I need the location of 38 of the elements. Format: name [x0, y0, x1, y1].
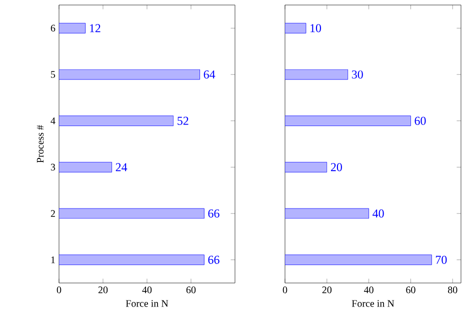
y-tick-label: 5 [51, 71, 56, 78]
data-label: 60 [414, 116, 426, 125]
data-label: 64 [204, 70, 216, 79]
x-tick-label: 20 [98, 286, 108, 294]
y-axis-title: Process # [36, 125, 44, 163]
data-label: 24 [116, 163, 128, 172]
data-label: 70 [436, 256, 447, 264]
x-axis-title: Force in N [352, 300, 394, 307]
y-tick-label: 2 [50, 210, 55, 217]
bar [285, 162, 328, 172]
x-tick-label: 40 [142, 286, 152, 294]
y-tick-label: 3 [50, 164, 56, 171]
data-label: 66 [208, 209, 220, 218]
data-label: 12 [90, 24, 100, 32]
y-tick-label: 1 [51, 256, 55, 264]
y-tick-label: 6 [50, 24, 56, 32]
y-tick-label: 4 [50, 118, 56, 124]
data-label: 30 [352, 70, 363, 79]
bar [59, 69, 200, 80]
bar [285, 69, 348, 80]
x-tick-label: 20 [322, 286, 332, 294]
data-label: 10 [310, 24, 322, 32]
data-label: 66 [208, 256, 220, 264]
data-label: 40 [372, 209, 384, 218]
bar [59, 162, 112, 172]
x-tick-label: 60 [186, 286, 196, 294]
bar [59, 116, 174, 126]
x-tick-label: 0 [56, 286, 62, 294]
bar [285, 116, 411, 126]
data-label: 52 [178, 116, 188, 125]
bar [59, 208, 204, 219]
x-tick-label: 80 [448, 286, 458, 294]
x-axis-title: Force in N [126, 300, 168, 307]
x-tick-label: 60 [406, 286, 416, 294]
data-label: 20 [330, 163, 342, 172]
x-tick-label: 0 [282, 286, 288, 294]
bar [285, 208, 370, 219]
x-tick-label: 40 [364, 286, 374, 294]
